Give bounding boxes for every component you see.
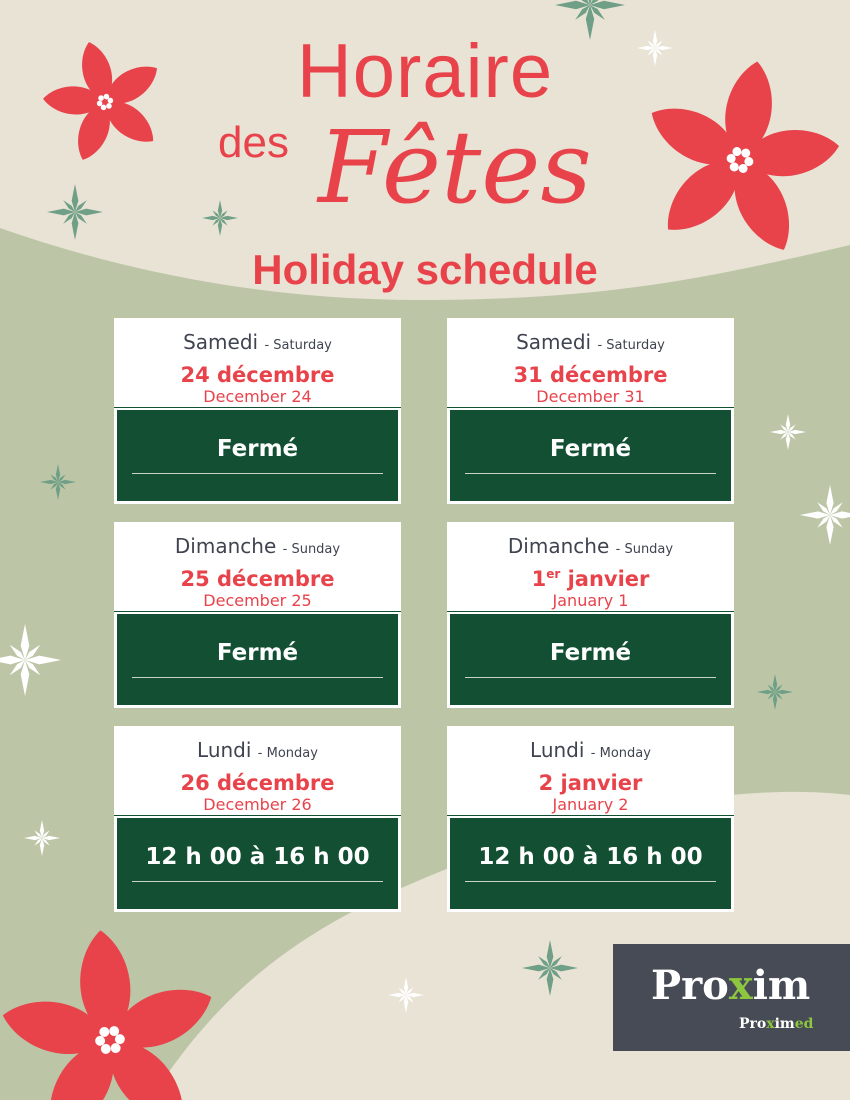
day-label: Lundi - Monday [197, 738, 318, 762]
divider [465, 677, 716, 678]
date-en: December 24 [203, 387, 312, 406]
logo-proximed: Proximed [739, 1016, 814, 1032]
hours-panel: Fermé [447, 407, 734, 501]
title-fetes: Fêtes [318, 109, 592, 226]
sparkle-icon [202, 200, 238, 236]
sparkle-icon [757, 674, 793, 710]
hours-panel: 12 h 00 à 16 h 00 [447, 815, 734, 909]
date-fr: 24 décembre [180, 363, 335, 387]
leaf-star-icon [522, 940, 578, 996]
hours-panel: Fermé [114, 611, 401, 705]
sparkle-icon [770, 414, 806, 450]
hours-text: 12 h 00 à 16 h 00 [478, 844, 703, 870]
date-en: December 26 [203, 795, 312, 814]
day-label: Samedi - Saturday [516, 330, 665, 354]
schedule-card: Lundi - Monday 2 janvier January 2 12 h … [447, 726, 734, 912]
divider [132, 677, 383, 678]
schedule-card: Lundi - Monday 26 décembre December 26 1… [114, 726, 401, 912]
title-horaire: Horaire [296, 29, 554, 114]
date-fr: 26 décembre [180, 771, 335, 795]
hours-text: Fermé [216, 436, 299, 462]
hours-text: Fermé [549, 436, 632, 462]
date-fr: 31 décembre [513, 363, 668, 387]
sparkle-icon [24, 820, 60, 856]
date-fr: 2 janvier [538, 771, 643, 795]
schedule-card: Samedi - Saturday 24 décembre December 2… [114, 318, 401, 504]
date-fr: 1er janvier [531, 567, 650, 591]
sparkle-icon [40, 464, 76, 500]
date-en: December 31 [536, 387, 645, 406]
date-en: January 2 [552, 795, 629, 814]
snowflake-icon [800, 485, 850, 545]
hours-text: 12 h 00 à 16 h 00 [145, 844, 370, 870]
logo-proxim: Proxim [651, 962, 811, 1009]
title-des: des [218, 118, 289, 167]
schedule-card: Dimanche - Sunday 1er janvier January 1 … [447, 522, 734, 708]
date-fr: 25 décembre [180, 567, 335, 591]
schedule-card: Samedi - Saturday 31 décembre December 3… [447, 318, 734, 504]
snowflake-icon [0, 624, 61, 696]
day-label: Dimanche - Sunday [507, 534, 674, 558]
poinsettia-icon [651, 61, 840, 250]
divider [132, 881, 383, 882]
leaf-star-icon [47, 184, 103, 240]
day-label: Dimanche - Sunday [174, 534, 341, 558]
divider [465, 881, 716, 882]
hours-text: Fermé [216, 640, 299, 666]
sparkle-icon [388, 977, 424, 1013]
poinsettia-icon [43, 42, 157, 160]
divider [132, 473, 383, 474]
hours-panel: Fermé [114, 407, 401, 501]
divider [465, 473, 716, 474]
proxim-logo: Proxim Proximed [613, 944, 850, 1051]
day-label: Samedi - Saturday [183, 330, 332, 354]
leaf-star-icon [555, 0, 625, 40]
date-en: January 1 [552, 591, 629, 610]
hours-text: Fermé [549, 640, 632, 666]
hours-panel: 12 h 00 à 16 h 00 [114, 815, 401, 909]
day-label: Lundi - Monday [530, 738, 651, 762]
date-en: December 25 [203, 591, 312, 610]
poinsettia-icon [2, 930, 212, 1100]
hours-panel: Fermé [447, 611, 734, 705]
schedule-card: Dimanche - Sunday 25 décembre December 2… [114, 522, 401, 708]
title-holiday-schedule: Holiday schedule [252, 246, 598, 293]
sparkle-icon [637, 30, 673, 66]
